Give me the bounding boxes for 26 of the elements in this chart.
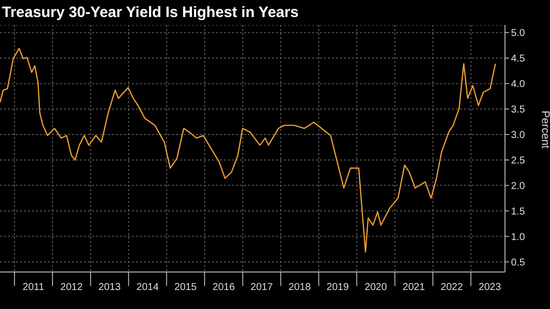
y-tick-label: 4.0 xyxy=(511,79,526,90)
x-tick-label: 2022 xyxy=(440,282,464,293)
y-tick-label: 1.5 xyxy=(511,206,526,218)
x-tick-label: 2012 xyxy=(60,282,84,293)
y-tick-label: 3.0 xyxy=(511,130,526,142)
x-tick-label: 2019 xyxy=(326,282,350,293)
x-tick-label: 2015 xyxy=(174,282,198,293)
x-tick-label: 2011 xyxy=(22,282,45,293)
x-tick-label: 2023 xyxy=(478,282,502,293)
line-series xyxy=(0,48,496,253)
y-axis-title: Percent xyxy=(539,110,550,148)
y-tick-label: 5.0 xyxy=(511,28,526,40)
chart-title: Treasury 30-Year Yield Is Highest in Years xyxy=(1,3,300,23)
x-tick-label: 2021 xyxy=(402,282,426,293)
x-tick-label: 2016 xyxy=(212,282,236,293)
x-tick-label: 2018 xyxy=(288,282,312,293)
x-tick-label: 2020 xyxy=(364,282,388,293)
y-tick-label: 3.5 xyxy=(511,104,526,116)
y-tick-label: 1.0 xyxy=(511,232,526,243)
x-tick-label: 2017 xyxy=(250,282,274,293)
y-tick-label: 0.5 xyxy=(511,257,526,268)
x-tick-label: 2014 xyxy=(136,282,160,293)
y-tick-label: 4.5 xyxy=(511,54,526,65)
x-tick-label: 2013 xyxy=(98,282,122,293)
y-tick-label: 2.0 xyxy=(511,180,526,192)
y-tick-label: 2.5 xyxy=(511,156,526,167)
